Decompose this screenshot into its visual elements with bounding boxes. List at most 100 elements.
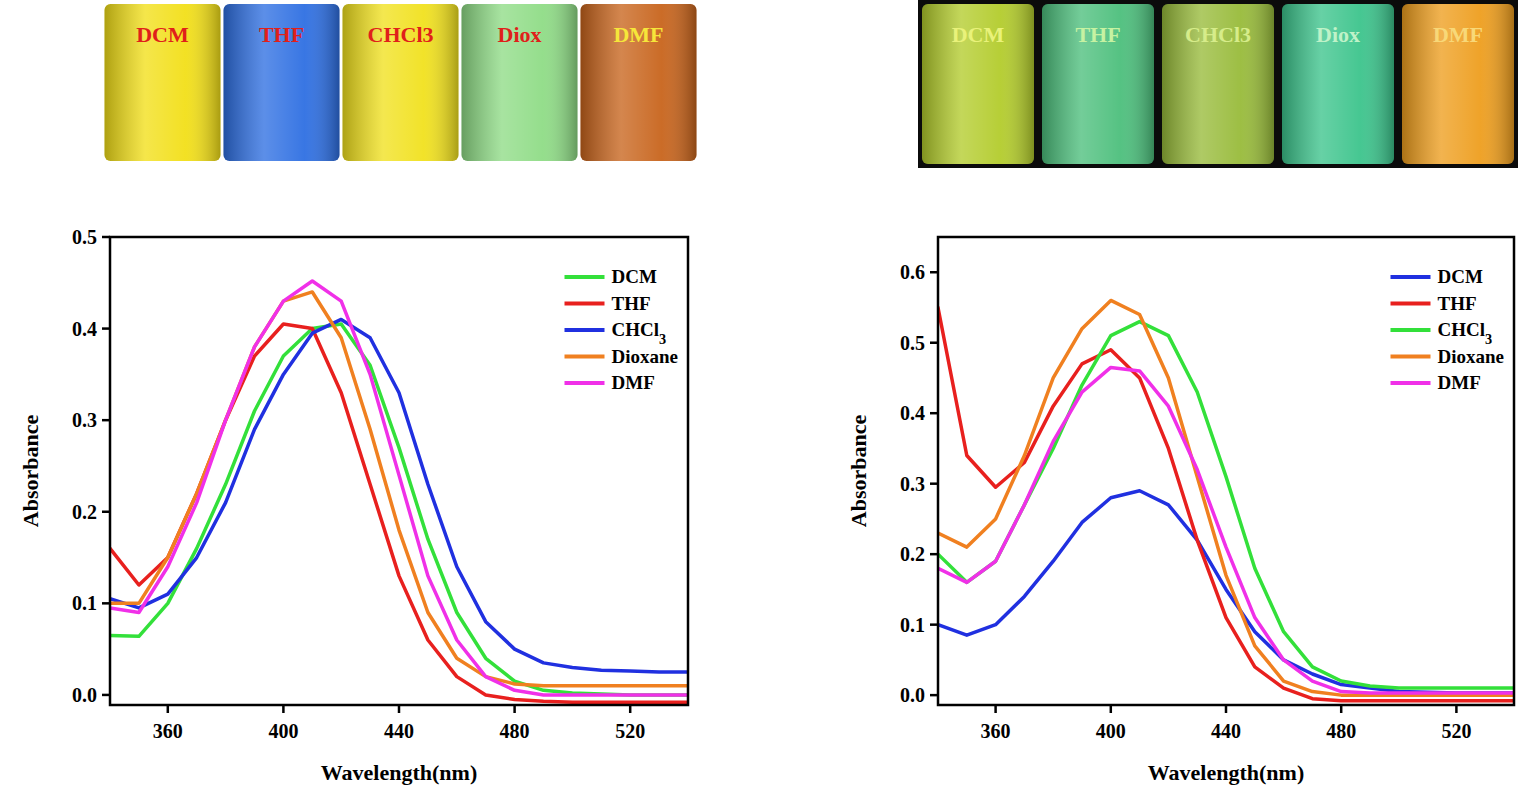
- photo-background: [918, 0, 1518, 168]
- vial-label: DCM: [136, 22, 189, 47]
- y-tick: [930, 694, 938, 697]
- vial-label: Diox: [498, 22, 542, 47]
- y-tick-label: 0.6: [900, 261, 925, 283]
- x-tick: [398, 705, 401, 713]
- legend-swatch: [565, 275, 605, 279]
- x-tick: [1225, 705, 1228, 713]
- x-tick: [994, 705, 997, 713]
- legend: DCM THF CHCl3Dioxane DMF: [1391, 266, 1505, 393]
- series-line: [110, 281, 688, 695]
- y-tick: [930, 271, 938, 274]
- y-tick: [930, 553, 938, 556]
- y-tick-label: 0.1: [72, 592, 97, 614]
- y-tick: [102, 236, 110, 239]
- x-axis-title: Wavelength(nm): [1148, 760, 1304, 785]
- vial-label: DCM: [952, 22, 1005, 47]
- y-tick: [930, 623, 938, 626]
- legend-label: CHCl3: [1438, 319, 1493, 347]
- vial-label: THF: [259, 22, 304, 47]
- x-tick: [167, 705, 170, 713]
- legend-label: THF: [612, 293, 651, 314]
- y-tick: [930, 412, 938, 415]
- vial: [1402, 4, 1514, 164]
- y-tick: [102, 419, 110, 422]
- y-tick-label: 0.1: [900, 614, 925, 636]
- y-axis-title: Absorbance: [846, 415, 871, 528]
- plot-area: [938, 300, 1514, 700]
- vial: [1282, 4, 1394, 164]
- vial-label: Diox: [1316, 22, 1360, 47]
- x-tick-label: 400: [268, 720, 298, 742]
- x-tick-label: 400: [1096, 720, 1126, 742]
- legend-label: DMF: [1438, 372, 1481, 393]
- vial-label: DMF: [1433, 22, 1483, 47]
- y-tick: [930, 341, 938, 344]
- legend-label: Dioxane: [612, 346, 679, 367]
- legend-label: THF: [1438, 293, 1477, 314]
- legend-swatch: [1391, 302, 1431, 306]
- vial: [1042, 4, 1154, 164]
- vial-label: DMF: [613, 22, 663, 47]
- y-tick: [102, 511, 110, 514]
- vial-shade: [1162, 4, 1274, 164]
- legend-swatch: [1391, 355, 1431, 359]
- legend-label: DCM: [612, 266, 657, 287]
- series-line: [938, 491, 1514, 693]
- vial-label: CHCl3: [1185, 22, 1251, 47]
- series-line: [938, 367, 1514, 693]
- y-tick: [102, 327, 110, 330]
- vial-shade: [1402, 4, 1514, 164]
- x-tick-label: 480: [1326, 720, 1356, 742]
- vial-shade: [105, 4, 221, 161]
- y-tick-label: 0.0: [900, 684, 925, 706]
- plot-frame: [938, 237, 1514, 705]
- legend-label: DMF: [612, 372, 655, 393]
- vial: [224, 4, 340, 161]
- y-tick-label: 0.5: [900, 332, 925, 354]
- legend-swatch: [1391, 328, 1431, 332]
- series-line: [110, 292, 688, 686]
- vial-shade: [1282, 4, 1394, 164]
- photo-background: [103, 0, 698, 165]
- figure: DCM THF CHCl3 Diox DMF DCM THF CHCl3 Diox DMF 0.0 0…: [0, 0, 1520, 794]
- x-tick-label: 520: [1441, 720, 1471, 742]
- y-tick-label: 0.2: [900, 543, 925, 565]
- vial: [343, 4, 459, 161]
- x-tick-label: 440: [384, 720, 414, 742]
- vial-shade: [581, 4, 697, 161]
- y-tick-label: 0.4: [72, 318, 97, 340]
- vial-label: THF: [1075, 22, 1120, 47]
- legend-label: CHCl3: [612, 319, 667, 347]
- legend-swatch: [1391, 275, 1431, 279]
- photo-strip: DCM THF CHCl3 Diox DMF: [918, 0, 1518, 168]
- vial: [581, 4, 697, 161]
- legend-swatch: [565, 328, 605, 332]
- vial-shade: [343, 4, 459, 161]
- vial-shade: [224, 4, 340, 161]
- legend-swatch: [565, 355, 605, 359]
- y-tick: [102, 694, 110, 697]
- plot-area: [110, 281, 688, 702]
- y-tick: [102, 602, 110, 605]
- x-tick-label: 360: [981, 720, 1011, 742]
- x-tick-label: 360: [153, 720, 183, 742]
- legend-label: Dioxane: [1438, 346, 1505, 367]
- legend-swatch: [565, 302, 605, 306]
- vial-shade: [462, 4, 578, 161]
- chart: 0.00.10.20.30.40.50.6360400440480520Wave…: [846, 237, 1515, 785]
- y-tick: [930, 482, 938, 485]
- x-tick: [1455, 705, 1458, 713]
- y-tick-label: 0.0: [72, 684, 97, 706]
- vial-shade: [1042, 4, 1154, 164]
- vial: [922, 4, 1034, 164]
- vial: [462, 4, 578, 161]
- legend-label: DCM: [1438, 266, 1483, 287]
- x-axis-title: Wavelength(nm): [321, 760, 477, 785]
- vial-label: CHCl3: [368, 22, 434, 47]
- legend: DCM THF CHCl3Dioxane DMF: [565, 266, 679, 393]
- chart: 0.00.10.20.30.40.5360400440480520Wavelen…: [18, 226, 689, 785]
- y-tick-label: 0.5: [72, 226, 97, 248]
- legend-swatch: [565, 381, 605, 385]
- vial: [1162, 4, 1274, 164]
- photo-strip: DCM THF CHCl3 Diox DMF: [103, 0, 698, 165]
